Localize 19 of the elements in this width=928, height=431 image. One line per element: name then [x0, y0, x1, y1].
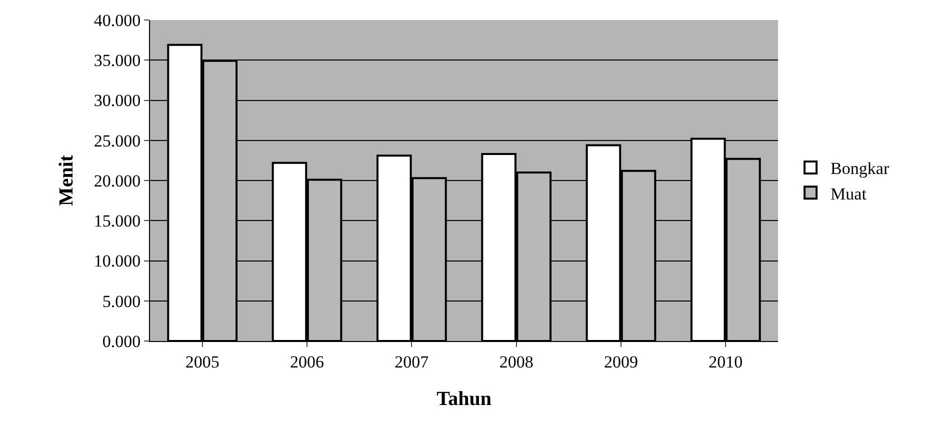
x-tick-label: 2010 [708, 352, 743, 372]
y-tick-label: 40.000 [94, 10, 141, 30]
y-tick-label: 10.000 [94, 252, 141, 271]
y-tick-label: 20.000 [94, 171, 141, 190]
x-tick-label: 2009 [604, 352, 638, 372]
y-tick-label: 30.000 [94, 91, 141, 110]
y-tick-label: 15.000 [94, 212, 141, 231]
x-tick-label: 2007 [394, 352, 430, 372]
x-tick-label: 2005 [185, 352, 220, 372]
y-tick-label: 25.000 [94, 131, 141, 150]
y-tick-label: 5.000 [102, 292, 141, 311]
legend-label: Muat [830, 184, 867, 204]
x-tick-label: 2006 [290, 352, 324, 372]
y-axis-title: Menit [55, 154, 78, 206]
legend-label: Bongkar [830, 159, 890, 178]
y-tick-label: 35.000 [94, 51, 141, 70]
x-tick-label: 2008 [499, 352, 534, 372]
x-axis-title: Tahun [436, 388, 492, 410]
y-tick-label: 0.000 [102, 332, 141, 351]
